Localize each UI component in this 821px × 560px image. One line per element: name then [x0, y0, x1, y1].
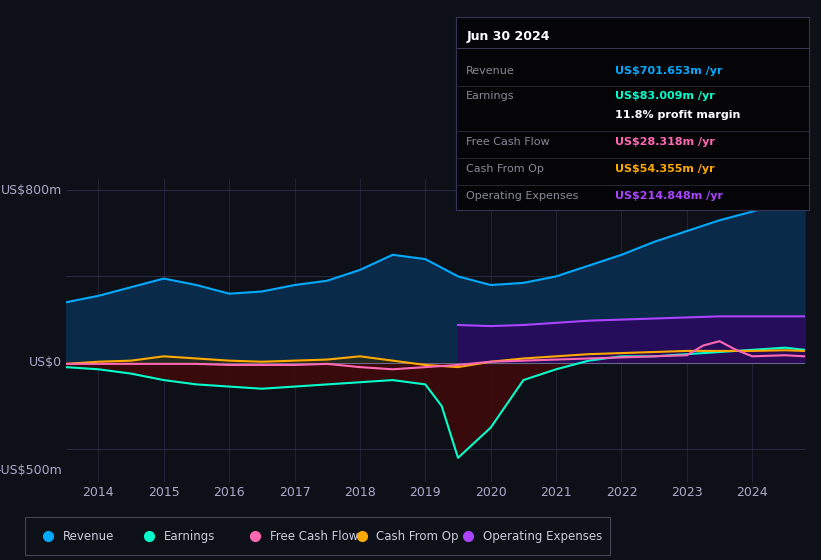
Text: US$54.355m /yr: US$54.355m /yr: [615, 165, 714, 174]
Text: 2024: 2024: [736, 486, 768, 500]
Text: US$28.318m /yr: US$28.318m /yr: [615, 137, 714, 147]
Text: 2023: 2023: [671, 486, 703, 500]
Text: Cash From Op: Cash From Op: [376, 530, 459, 543]
Text: Revenue: Revenue: [466, 66, 515, 76]
Text: 11.8% profit margin: 11.8% profit margin: [615, 110, 740, 120]
Text: 2017: 2017: [278, 486, 310, 500]
Text: US$214.848m /yr: US$214.848m /yr: [615, 192, 722, 202]
Text: Earnings: Earnings: [163, 530, 215, 543]
Text: Operating Expenses: Operating Expenses: [483, 530, 602, 543]
Text: US$83.009m /yr: US$83.009m /yr: [615, 91, 714, 101]
Text: Revenue: Revenue: [63, 530, 114, 543]
Text: 2020: 2020: [475, 486, 507, 500]
Text: Free Cash Flow: Free Cash Flow: [466, 137, 550, 147]
Text: US$800m: US$800m: [1, 184, 62, 197]
Text: -US$500m: -US$500m: [0, 464, 62, 477]
Text: US$701.653m /yr: US$701.653m /yr: [615, 66, 722, 76]
Text: 2019: 2019: [410, 486, 441, 500]
Text: 2015: 2015: [148, 486, 180, 500]
Text: 2022: 2022: [606, 486, 637, 500]
Text: Free Cash Flow: Free Cash Flow: [270, 530, 358, 543]
Text: Earnings: Earnings: [466, 91, 515, 101]
Text: Jun 30 2024: Jun 30 2024: [466, 30, 550, 43]
Text: 2014: 2014: [83, 486, 114, 500]
Text: Cash From Op: Cash From Op: [466, 165, 544, 174]
Text: US$0: US$0: [29, 356, 62, 369]
Text: Operating Expenses: Operating Expenses: [466, 192, 579, 202]
Text: 2018: 2018: [344, 486, 376, 500]
Text: 2016: 2016: [213, 486, 245, 500]
Text: 2021: 2021: [540, 486, 572, 500]
